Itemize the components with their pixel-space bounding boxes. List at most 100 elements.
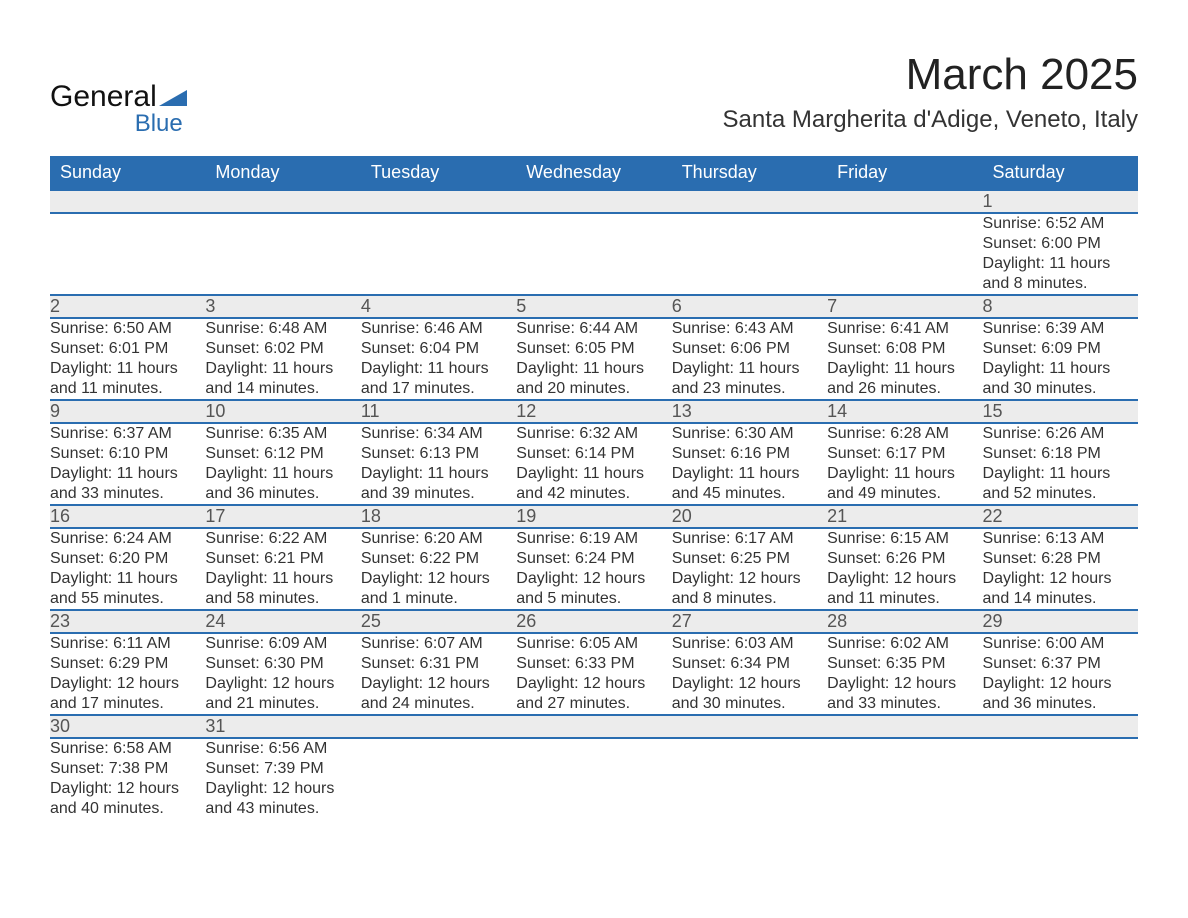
- day2-text: and 5 minutes.: [516, 589, 671, 609]
- day2-text: and 36 minutes.: [205, 484, 360, 504]
- brand-name-1: General: [50, 80, 157, 114]
- day2-text: and 17 minutes.: [50, 694, 205, 714]
- day1-text: Daylight: 12 hours: [827, 674, 982, 694]
- day-cell: Sunrise: 6:34 AMSunset: 6:13 PMDaylight:…: [361, 423, 516, 505]
- detail-row: Sunrise: 6:58 AMSunset: 7:38 PMDaylight:…: [50, 738, 1138, 819]
- day2-text: and 30 minutes.: [672, 694, 827, 714]
- sunset-text: Sunset: 6:00 PM: [983, 234, 1138, 254]
- day2-text: and 8 minutes.: [983, 274, 1138, 294]
- sunrise-text: Sunrise: 6:39 AM: [983, 319, 1138, 339]
- sunset-text: Sunset: 6:31 PM: [361, 654, 516, 674]
- sunrise-text: Sunrise: 6:41 AM: [827, 319, 982, 339]
- sunset-text: Sunset: 6:05 PM: [516, 339, 671, 359]
- sunset-text: Sunset: 6:13 PM: [361, 444, 516, 464]
- day-cell: Sunrise: 6:52 AMSunset: 6:00 PMDaylight:…: [983, 213, 1138, 295]
- sunset-text: Sunset: 6:35 PM: [827, 654, 982, 674]
- day1-text: Daylight: 11 hours: [827, 359, 982, 379]
- day2-text: and 33 minutes.: [827, 694, 982, 714]
- day-cell: [983, 738, 1138, 819]
- day-cell: [50, 213, 205, 295]
- sunrise-text: Sunrise: 6:09 AM: [205, 634, 360, 654]
- day-cell: Sunrise: 6:11 AMSunset: 6:29 PMDaylight:…: [50, 633, 205, 715]
- sunrise-text: Sunrise: 6:03 AM: [672, 634, 827, 654]
- location: Santa Margherita d'Adige, Veneto, Italy: [722, 106, 1138, 134]
- sunset-text: Sunset: 6:14 PM: [516, 444, 671, 464]
- sunset-text: Sunset: 6:24 PM: [516, 549, 671, 569]
- day-number: 11: [361, 400, 516, 423]
- daynum-row: 16171819202122: [50, 505, 1138, 528]
- detail-row: Sunrise: 6:52 AMSunset: 6:00 PMDaylight:…: [50, 213, 1138, 295]
- sunrise-text: Sunrise: 6:00 AM: [983, 634, 1138, 654]
- daynum-row: 9101112131415: [50, 400, 1138, 423]
- day-cell: Sunrise: 6:48 AMSunset: 6:02 PMDaylight:…: [205, 318, 360, 400]
- col-friday: Friday: [827, 156, 982, 190]
- day-cell: [205, 213, 360, 295]
- day-cell: Sunrise: 6:58 AMSunset: 7:38 PMDaylight:…: [50, 738, 205, 819]
- day-cell: [516, 213, 671, 295]
- day2-text: and 42 minutes.: [516, 484, 671, 504]
- day-number: 25: [361, 610, 516, 633]
- day-cell: Sunrise: 6:24 AMSunset: 6:20 PMDaylight:…: [50, 528, 205, 610]
- day1-text: Daylight: 12 hours: [516, 569, 671, 589]
- daynum-row: 23242526272829: [50, 610, 1138, 633]
- day-number: 31: [205, 715, 360, 738]
- sunrise-text: Sunrise: 6:46 AM: [361, 319, 516, 339]
- sunrise-text: Sunrise: 6:43 AM: [672, 319, 827, 339]
- weekday-header-row: Sunday Monday Tuesday Wednesday Thursday…: [50, 156, 1138, 190]
- sunrise-text: Sunrise: 6:37 AM: [50, 424, 205, 444]
- day2-text: and 14 minutes.: [983, 589, 1138, 609]
- day1-text: Daylight: 12 hours: [516, 674, 671, 694]
- sunrise-text: Sunrise: 6:52 AM: [983, 214, 1138, 234]
- day-number: 9: [50, 400, 205, 423]
- day-cell: Sunrise: 6:09 AMSunset: 6:30 PMDaylight:…: [205, 633, 360, 715]
- day-cell: Sunrise: 6:56 AMSunset: 7:39 PMDaylight:…: [205, 738, 360, 819]
- day-cell: [672, 213, 827, 295]
- day-number: [361, 715, 516, 738]
- day-cell: Sunrise: 6:43 AMSunset: 6:06 PMDaylight:…: [672, 318, 827, 400]
- day-cell: Sunrise: 6:20 AMSunset: 6:22 PMDaylight:…: [361, 528, 516, 610]
- day1-text: Daylight: 12 hours: [50, 779, 205, 799]
- sunrise-text: Sunrise: 6:11 AM: [50, 634, 205, 654]
- sunset-text: Sunset: 6:28 PM: [983, 549, 1138, 569]
- day-number: [827, 190, 982, 213]
- day-number: 8: [983, 295, 1138, 318]
- day-number: [516, 715, 671, 738]
- day-number: 21: [827, 505, 982, 528]
- day-cell: Sunrise: 6:22 AMSunset: 6:21 PMDaylight:…: [205, 528, 360, 610]
- day-cell: Sunrise: 6:37 AMSunset: 6:10 PMDaylight:…: [50, 423, 205, 505]
- brand-triangle-icon: [159, 80, 187, 114]
- sunrise-text: Sunrise: 6:34 AM: [361, 424, 516, 444]
- day-number: 15: [983, 400, 1138, 423]
- sunrise-text: Sunrise: 6:32 AM: [516, 424, 671, 444]
- sunset-text: Sunset: 6:33 PM: [516, 654, 671, 674]
- sunset-text: Sunset: 6:22 PM: [361, 549, 516, 569]
- day2-text: and 49 minutes.: [827, 484, 982, 504]
- day2-text: and 40 minutes.: [50, 799, 205, 819]
- day2-text: and 21 minutes.: [205, 694, 360, 714]
- day1-text: Daylight: 12 hours: [205, 779, 360, 799]
- day-cell: Sunrise: 6:32 AMSunset: 6:14 PMDaylight:…: [516, 423, 671, 505]
- day-cell: Sunrise: 6:07 AMSunset: 6:31 PMDaylight:…: [361, 633, 516, 715]
- sunset-text: Sunset: 6:29 PM: [50, 654, 205, 674]
- day-cell: Sunrise: 6:44 AMSunset: 6:05 PMDaylight:…: [516, 318, 671, 400]
- col-saturday: Saturday: [983, 156, 1138, 190]
- day2-text: and 14 minutes.: [205, 379, 360, 399]
- day1-text: Daylight: 12 hours: [827, 569, 982, 589]
- day-number: 13: [672, 400, 827, 423]
- day1-text: Daylight: 12 hours: [50, 674, 205, 694]
- day-cell: Sunrise: 6:35 AMSunset: 6:12 PMDaylight:…: [205, 423, 360, 505]
- day-cell: [827, 213, 982, 295]
- day2-text: and 20 minutes.: [516, 379, 671, 399]
- day-number: [361, 190, 516, 213]
- day1-text: Daylight: 12 hours: [672, 674, 827, 694]
- day1-text: Daylight: 11 hours: [983, 464, 1138, 484]
- sunrise-text: Sunrise: 6:28 AM: [827, 424, 982, 444]
- day-cell: [361, 213, 516, 295]
- day-number: 16: [50, 505, 205, 528]
- day-cell: Sunrise: 6:05 AMSunset: 6:33 PMDaylight:…: [516, 633, 671, 715]
- day-number: 7: [827, 295, 982, 318]
- sunrise-text: Sunrise: 6:05 AM: [516, 634, 671, 654]
- day-number: 18: [361, 505, 516, 528]
- day-number: 2: [50, 295, 205, 318]
- sunset-text: Sunset: 6:17 PM: [827, 444, 982, 464]
